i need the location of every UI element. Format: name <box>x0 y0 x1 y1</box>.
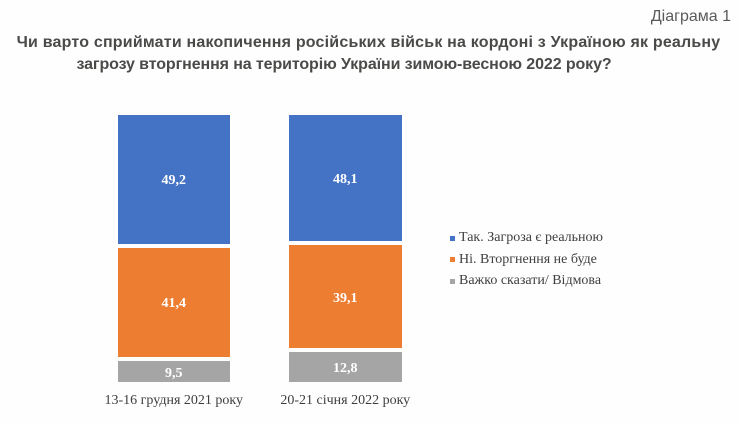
bar-value-label: 49,2 <box>161 173 187 189</box>
legend-item-label: Ні. Вторгнення не буде <box>459 251 597 267</box>
bar-segment: 39,1 <box>288 243 402 350</box>
bar-column: 49,2 41,4 9,5 <box>117 112 230 385</box>
category-label: 20-21 січня 2022 року <box>280 392 411 408</box>
chart-title: Чи варто сприймати накопичення російськи… <box>0 32 740 76</box>
chart-title-line-1: Чи варто сприймати накопичення російськи… <box>16 34 721 51</box>
legend-item: Так. Загроза є реальною <box>450 228 603 250</box>
bar-segment: 12,8 <box>288 349 402 385</box>
legend-item: Важко сказати/ Відмова <box>450 271 603 293</box>
legend-color-swatch <box>450 235 455 241</box>
bar-value-label: 41,4 <box>161 296 187 312</box>
bar-value-label: 9,5 <box>165 365 183 381</box>
bar-segment: 48,1 <box>288 112 402 244</box>
bar-segment: 49,2 <box>117 112 230 247</box>
bar-value-label: 12,8 <box>333 361 358 377</box>
bar-value-label: 48,1 <box>333 171 358 187</box>
category-label: 13-16 грудня 2021 року <box>104 392 244 408</box>
bar-segment: 41,4 <box>117 246 230 359</box>
chart-title-line-2: загрозу вторгнення на територію України … <box>76 56 612 73</box>
bar-column: 48,1 39,1 12,8 <box>288 112 402 385</box>
bar-value-label: 39,1 <box>333 290 358 306</box>
diagram-number-label: Діаграма 1 <box>650 8 731 25</box>
bar-segment: 9,5 <box>117 358 230 385</box>
legend-item: Ні. Вторгнення не буде <box>450 249 603 271</box>
legend: Так. Загроза є реальною Ні. Вторгнення не… <box>450 228 603 293</box>
legend-color-swatch <box>450 257 455 263</box>
legend-color-swatch <box>450 278 455 284</box>
legend-item-label: Так. Загроза є реальною <box>459 230 603 246</box>
legend-item-label: Важко сказати/ Відмова <box>459 273 602 289</box>
